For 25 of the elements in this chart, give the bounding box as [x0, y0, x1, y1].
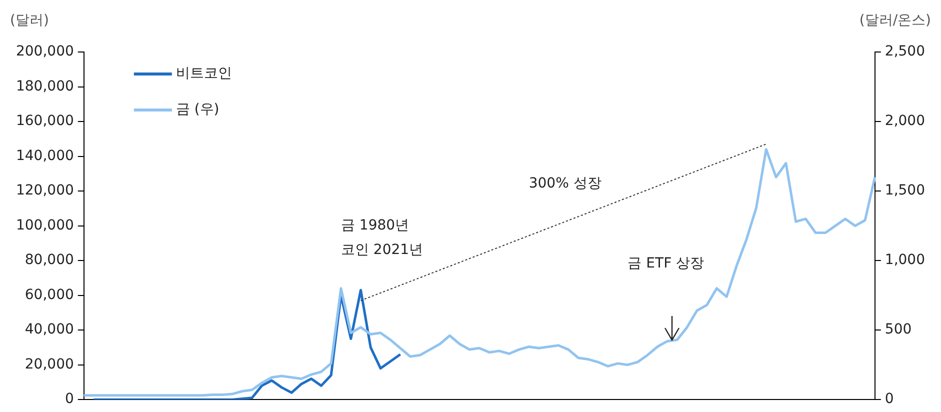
annotation: 금 1980년 [340, 217, 410, 234]
y-tick-label: 160,000 [16, 113, 74, 130]
y-axis-title: (달러) [10, 12, 49, 29]
y-tick-label: 200,000 [16, 44, 74, 60]
annotation: 300% 성장 [528, 176, 602, 192]
y-tick-label: 60,000 [24, 286, 74, 303]
y-tick-label: 140,000 [16, 148, 74, 164]
legend-label: 금 (우) [176, 102, 220, 118]
y-tick-label: 20,000 [24, 356, 74, 372]
y-tick-label: 180,000 [16, 78, 74, 94]
y-tick-label: 100,000 [16, 217, 74, 234]
y2-tick-label: 1,000 [884, 252, 926, 268]
annotation: 코인 2021년 [340, 242, 424, 258]
annotation: 금 ETF 상장 [628, 256, 704, 272]
y2-tick-label: 1,500 [884, 182, 926, 199]
y-tick-label: 40,000 [24, 322, 74, 338]
y-tick-label: 120,000 [16, 182, 74, 199]
y2-tick-label: 2,000 [884, 113, 926, 130]
y2-tick-label: 500 [884, 322, 912, 338]
y-tick-label: 0 [64, 391, 74, 408]
y2-tick-label: 2,500 [884, 44, 926, 60]
y2-axis-title: (달러/온스) [859, 12, 931, 29]
y-tick-label: 80,000 [24, 252, 74, 268]
legend-label: 비트코인 [176, 66, 232, 82]
y2-tick-label: 0 [884, 391, 894, 408]
